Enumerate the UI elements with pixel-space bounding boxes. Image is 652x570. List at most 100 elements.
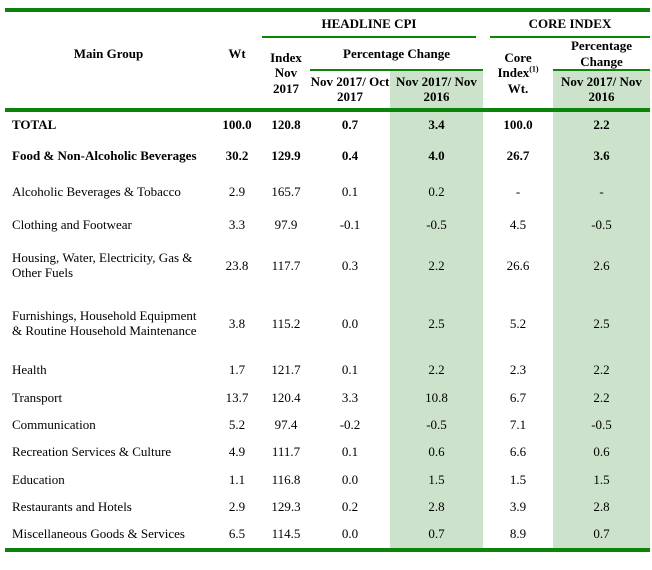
wt-cell: 3.8 [228, 315, 246, 331]
table-row: Restaurants and Hotels 2.9 129.3 0.2 2.8… [5, 492, 650, 520]
core-index-wt-suffix: Wt. [507, 80, 529, 96]
wt-cell: 1.1 [228, 471, 246, 487]
cpi-table: HEADLINE CPI CORE INDEX Main Group Wt In… [5, 7, 650, 552]
table-header: HEADLINE CPI CORE INDEX Main Group Wt In… [5, 7, 650, 112]
main-group-cell: Alcoholic Beverages & Tobacco [12, 184, 181, 200]
core-yoy-change-cell: 3.6 [553, 137, 650, 174]
index-cell: 97.4 [274, 416, 298, 432]
table-row: Clothing and Footwear 3.3 97.9 -0.1 -0.5… [5, 209, 650, 240]
core-wt-cell: 26.6 [506, 257, 530, 273]
main-group-cell: Clothing and Footwear [12, 217, 132, 233]
mom-change-cell: -0.1 [339, 217, 361, 233]
main-group-cell: Education [12, 471, 65, 487]
yoy-change-cell: 2.2 [390, 355, 483, 384]
table-row: Transport 13.7 120.4 3.3 10.8 6.7 2.2 [5, 383, 650, 411]
main-group-cell: TOTAL [12, 117, 57, 133]
wt-cell: 5.2 [228, 416, 246, 432]
mom-change-cell: 0.0 [310, 519, 390, 552]
mom-change-cell: 0.4 [341, 148, 359, 164]
yoy-change-cell: 0.2 [390, 173, 483, 210]
nov2017-oct2017-header: Nov 2017/ Oct 2017 [310, 69, 390, 112]
main-group-cell: Food & Non-Alcoholic Beverages [12, 148, 197, 164]
wt-header: Wt [228, 46, 246, 62]
headline-cpi-group-header: HEADLINE CPI [262, 7, 483, 39]
main-group-cell: Communication [12, 416, 96, 432]
core-yoy-change-cell: 2.2 [553, 109, 650, 138]
nov2017-nov2016-header: Nov 2017/ Nov 2016 [390, 69, 483, 112]
yoy-change-cell: 10.8 [390, 383, 483, 411]
table-row: Health 1.7 121.7 0.1 2.2 2.3 2.2 [5, 355, 650, 384]
core-wt-cell: 8.9 [483, 519, 553, 552]
wt-cell: 2.9 [228, 184, 246, 200]
index-cell: 111.7 [271, 444, 301, 460]
wt-cell: 4.9 [228, 444, 246, 460]
footnote-1-marker: (1) [529, 65, 539, 75]
table-row: Housing, Water, Electricity, Gas & Other… [5, 239, 650, 291]
index-cell: 117.7 [271, 257, 301, 273]
core-yoy-change-cell: -0.5 [553, 410, 650, 438]
core-wt-cell: - [515, 184, 521, 200]
index-cell: 114.5 [262, 519, 310, 552]
header-spacer [212, 69, 262, 112]
core-percentage-change-header: Percentage Change [553, 38, 650, 71]
header-mid-row: Main Group Wt Index Nov 2017 Percentage … [5, 38, 650, 112]
header-group-row: HEADLINE CPI CORE INDEX [5, 7, 650, 39]
core-yoy-change-cell: 2.2 [553, 383, 650, 411]
main-group-cell: Recreation Services & Culture [12, 444, 172, 460]
yoy-change-cell: 1.5 [390, 465, 483, 493]
mom-change-cell: 0.3 [341, 257, 359, 273]
header-spacer [5, 69, 212, 112]
percentage-change-header: Percentage Change [310, 38, 483, 71]
main-group-cell: Restaurants and Hotels [12, 498, 132, 514]
main-group-header: Main Group [73, 46, 144, 62]
table-row: Furnishings, Household Equipment & Routi… [5, 290, 650, 356]
core-wt-cell: 1.5 [509, 471, 527, 487]
core-wt-cell: 3.9 [509, 498, 527, 514]
wt-cell: 3.3 [228, 217, 246, 233]
core-yoy-change-cell: 2.2 [553, 355, 650, 384]
core-index-wt-header: Core Index(1) Wt. [483, 38, 553, 112]
mom-change-cell: 0.2 [341, 498, 359, 514]
header-spacer [5, 7, 262, 39]
yoy-change-cell: -0.5 [390, 410, 483, 438]
index-cell: 115.2 [271, 315, 301, 331]
core-wt-cell: 2.3 [509, 362, 527, 378]
yoy-change-cell: 2.5 [390, 290, 483, 356]
index-cell: 165.7 [271, 184, 301, 200]
core-wt-cell: 6.6 [509, 444, 527, 460]
index-cell: 121.7 [271, 362, 301, 378]
table-row: Recreation Services & Culture 4.9 111.7 … [5, 437, 650, 466]
core-wt-cell: 4.5 [509, 217, 527, 233]
wt-cell: 23.8 [225, 257, 249, 273]
main-group-cell: Furnishings, Household Equipment & Routi… [12, 308, 197, 339]
wt-cell: 100.0 [222, 117, 252, 133]
index-cell: 97.9 [274, 217, 298, 233]
core-yoy-change-cell: 0.7 [553, 519, 650, 552]
core-wt-cell: 6.7 [509, 389, 527, 405]
table-body: TOTAL 100.0 120.8 0.7 3.4 100.0 2.2 Food… [5, 109, 650, 552]
main-group-cell: Miscellaneous Goods & Services [5, 519, 212, 552]
yoy-change-cell: 3.4 [390, 109, 483, 138]
index-cell: 116.8 [271, 471, 301, 487]
index-cell: 120.8 [271, 117, 301, 133]
main-group-cell: Health [12, 362, 47, 378]
core-yoy-change-cell: 2.8 [553, 492, 650, 520]
index-nov-2017-header: Index Nov 2017 [262, 38, 310, 112]
index-cell: 129.3 [271, 498, 301, 514]
yoy-change-cell: 0.7 [390, 519, 483, 552]
mom-change-cell: 0.7 [341, 117, 359, 133]
core-yoy-change-cell: 2.6 [553, 239, 650, 291]
core-wt-cell: 26.7 [506, 148, 530, 164]
core-index-wt-text: Core Index [497, 50, 532, 81]
mom-change-cell: 0.1 [341, 444, 359, 460]
core-nov2017-nov2016-header: Nov 2017/ Nov 2016 [553, 69, 650, 112]
table-row: Alcoholic Beverages & Tobacco 2.9 165.7 … [5, 173, 650, 210]
core-yoy-change-cell: 1.5 [553, 465, 650, 493]
mom-change-cell: -0.2 [339, 416, 361, 432]
table-row: Miscellaneous Goods & Services 6.5 114.5… [5, 519, 650, 552]
main-group-cell: Housing, Water, Electricity, Gas & Other… [12, 250, 193, 281]
main-group-cell: Transport [12, 389, 63, 405]
mom-change-cell: 0.1 [341, 362, 359, 378]
index-cell: 120.4 [271, 389, 301, 405]
yoy-change-cell: 0.6 [390, 437, 483, 466]
